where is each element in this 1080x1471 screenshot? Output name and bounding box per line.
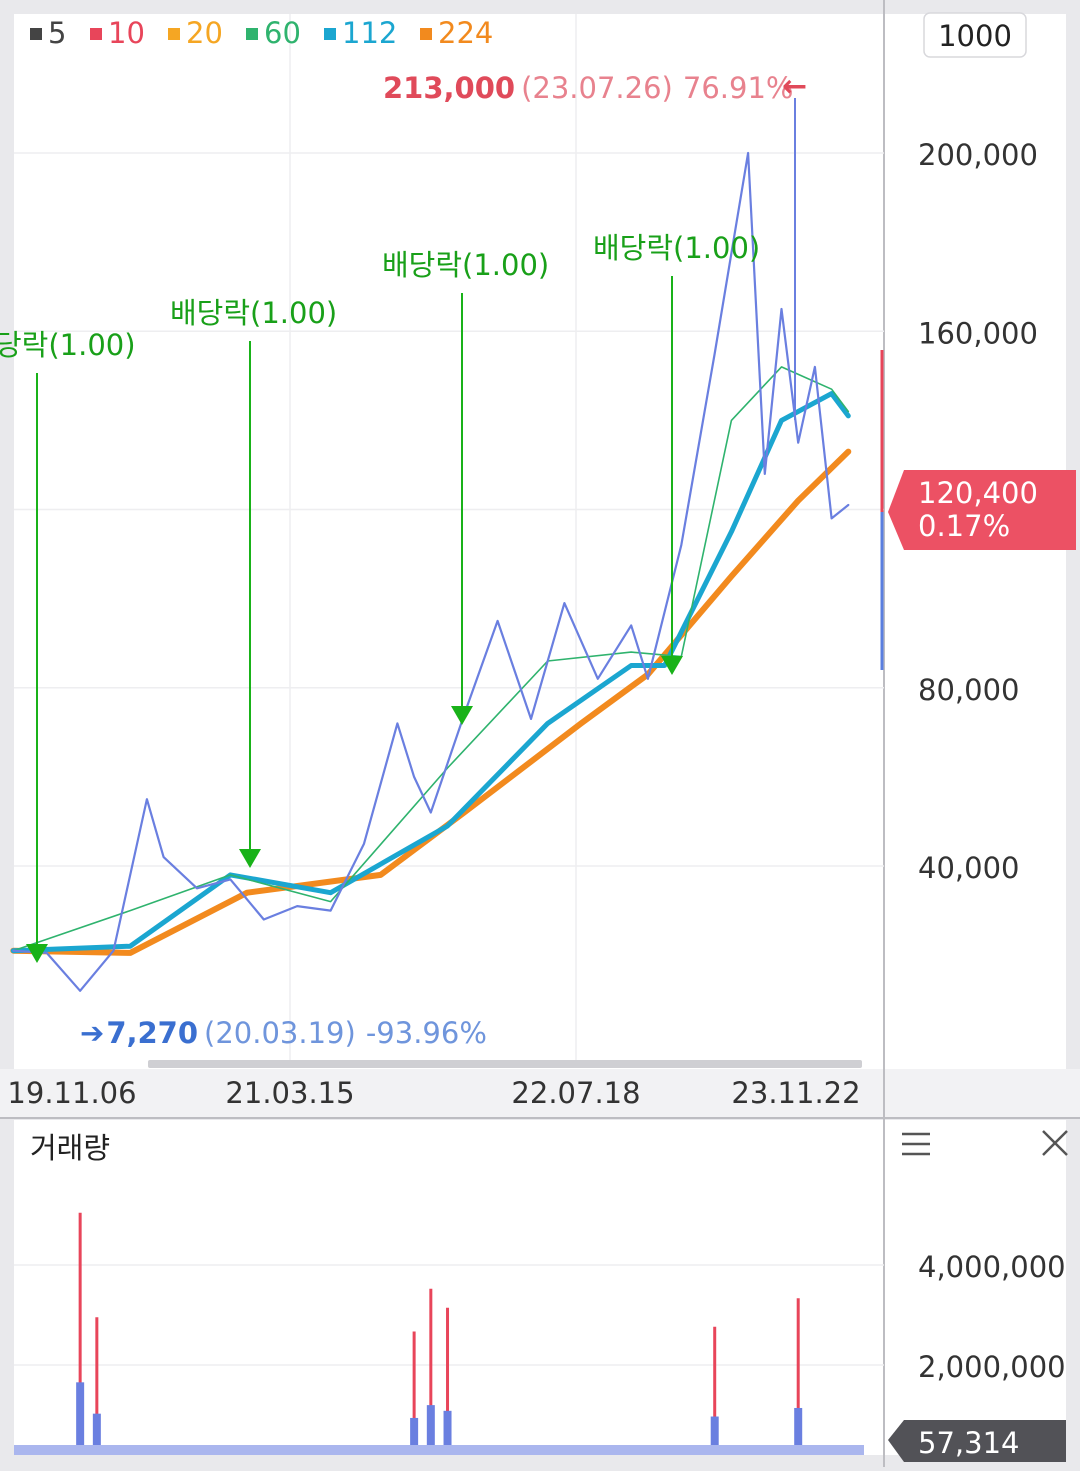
- date-axis-tick: 21.03.15: [225, 1076, 354, 1110]
- legend-swatch: [324, 28, 336, 40]
- date-axis-tick: 19.11.06: [7, 1076, 136, 1110]
- dividend-marker: [26, 944, 48, 963]
- current-price-box: [888, 470, 1076, 550]
- volume-bar: [78, 1212, 82, 1455]
- dividend-marker: [451, 706, 473, 725]
- current-change-label: 0.17%: [918, 509, 1010, 543]
- volume-axis-tick: 2,000,000: [918, 1350, 1066, 1384]
- legend-label: 60: [264, 16, 301, 50]
- date-axis-tick: 22.07.18: [511, 1076, 640, 1110]
- legend-swatch: [30, 28, 42, 40]
- series-line-224: [10, 448, 852, 956]
- volume-bar-fill: [426, 1405, 435, 1455]
- legend-swatch: [90, 28, 102, 40]
- ma-period-label: 1000: [938, 19, 1012, 53]
- date-axis-tick: 23.11.22: [731, 1076, 860, 1110]
- legend-swatch: [420, 28, 432, 40]
- dividend-label: 배당락(1.00): [170, 296, 337, 330]
- price-axis-tick: 160,000: [918, 316, 1038, 350]
- current-volume-box: [888, 1420, 1066, 1462]
- ma-period-box[interactable]: [923, 12, 1027, 58]
- current-price-label: 120,400: [918, 476, 1038, 510]
- volume-bar-fill: [76, 1382, 85, 1455]
- dividend-marker: [661, 656, 683, 675]
- legend-label: 20: [186, 16, 223, 50]
- hamburger-menu-icon[interactable]: [902, 1132, 930, 1156]
- price-axis-tick: 200,000: [918, 138, 1038, 172]
- close-icon[interactable]: [1042, 1130, 1068, 1156]
- dividend-label: 배당락(1.00): [382, 248, 549, 282]
- legend-label: 10: [108, 16, 145, 50]
- high-date: (23.07.26): [521, 71, 673, 105]
- current-volume-label: 57,314: [918, 1426, 1019, 1460]
- series-line-112: [10, 391, 851, 954]
- price-axis-tick: 80,000: [918, 673, 1019, 707]
- volume-bar-fill: [794, 1407, 803, 1455]
- legend-label: 5: [48, 16, 66, 50]
- volume-bar: [429, 1288, 433, 1455]
- low-arrow: ➔: [80, 1016, 104, 1050]
- volume-base-band: [14, 1445, 864, 1455]
- volume-bar: [446, 1307, 450, 1455]
- volume-title: 거래량: [30, 1131, 110, 1165]
- legend-label: 112: [342, 16, 397, 50]
- dividend-marker: [239, 849, 261, 868]
- dividend-label: 당락(1.00): [0, 328, 136, 362]
- high-pct: 76.91%: [683, 71, 794, 105]
- legend-swatch: [246, 28, 258, 40]
- low-annotation: ➔7,270 (20.03.19) -93.96%: [80, 1016, 487, 1050]
- volume-axis-bg: [884, 1120, 1066, 1455]
- volume-bar-fill: [92, 1413, 101, 1455]
- volume-bar-fill: [443, 1410, 452, 1455]
- high-annotation: 213,000 (23.07.26) 76.91%: [383, 71, 793, 105]
- volume-axis-tick: 4,000,000: [918, 1250, 1066, 1284]
- price-axis-tick: 40,000: [918, 851, 1019, 885]
- low-date: (20.03.19): [204, 1016, 356, 1050]
- volume-bar: [713, 1326, 717, 1455]
- low-price: 7,270: [106, 1016, 198, 1050]
- volume-bar-fill: [410, 1417, 419, 1455]
- date-axis-bg: [0, 1069, 1080, 1117]
- legend-label: 224: [438, 16, 493, 50]
- volume-bar: [412, 1331, 416, 1455]
- volume-bar: [796, 1298, 800, 1455]
- high-price: 213,000: [383, 71, 515, 105]
- low-pct: -93.96%: [366, 1016, 487, 1050]
- price-panel-bg: [14, 14, 884, 1069]
- volume-bar-fill: [710, 1416, 719, 1455]
- horizontal-scrollbar[interactable]: [148, 1060, 862, 1068]
- legend-swatch: [168, 28, 180, 40]
- volume-bar: [95, 1317, 99, 1455]
- dividend-label: 배당락(1.00): [593, 231, 760, 265]
